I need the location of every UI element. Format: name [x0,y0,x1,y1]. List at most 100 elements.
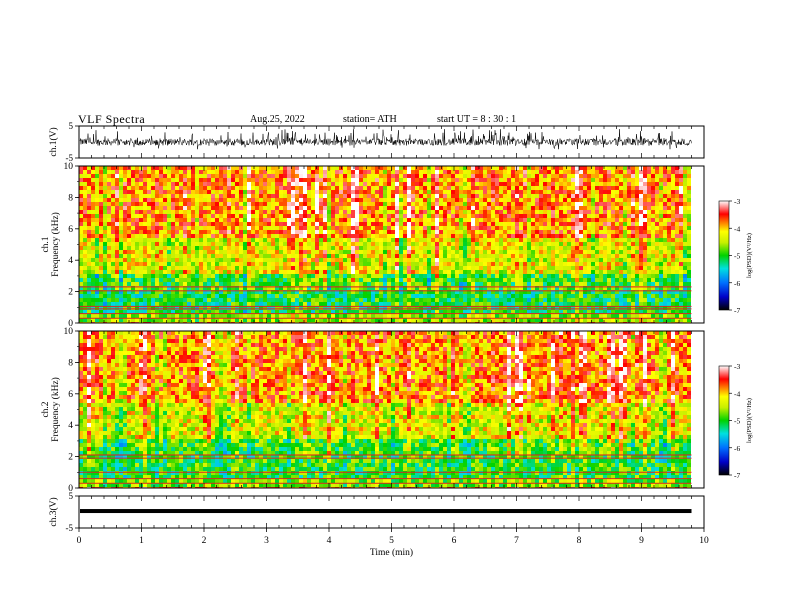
spectrogram-cell [319,242,323,246]
spectrogram-cell [491,178,495,182]
spectrogram-cell [435,206,439,210]
spectrogram-cell [111,238,115,242]
spectrogram-cell [611,198,615,202]
spectrogram-cell [643,190,647,194]
spectrogram-cell [395,282,399,286]
spectrogram-cell [443,166,447,170]
spectrogram-cell [523,270,527,274]
spectrogram-cell [367,246,371,250]
spectrogram-cell [123,194,127,198]
spectrogram-cell [499,254,503,258]
spectrogram-cell [631,214,635,218]
spectrogram-cell [219,258,223,262]
spectrogram-cell [359,282,363,286]
spectrogram-cell [83,250,87,254]
spectrogram-cell [667,270,671,274]
spectrogram-cell [583,266,587,270]
spectrogram-cell [163,222,167,226]
spectrogram-cell [83,166,87,170]
spectrogram-cell [615,206,619,210]
spectrogram-cell [375,230,379,234]
spectrogram-cell [303,258,307,262]
spectrogram-cell [315,182,319,186]
spectrogram-cell [339,186,343,190]
spectrogram-cell [147,214,151,218]
spectrogram-cell [379,226,383,230]
spectrogram-cell [299,282,303,286]
spectrogram-cell [283,286,287,290]
spectrogram-cell [399,174,403,178]
spectrogram-cell [291,278,295,282]
spectrogram-cell [407,242,411,246]
spectrogram-cell [135,226,139,230]
spectrogram-cell [507,182,511,186]
spectrogram-cell [335,194,339,198]
spectrogram-cell [595,246,599,250]
spectrogram-cell [503,222,507,226]
spectrogram-cell [451,226,455,230]
spectrogram-cell [291,274,295,278]
spectrogram-cell [427,170,431,174]
spectrogram-cell [443,182,447,186]
spectrogram-cell [623,234,627,238]
spectrogram-cell [655,238,659,242]
spectrogram-cell [495,238,499,242]
spectrogram-cell [499,234,503,238]
spectrogram-cell [579,246,583,250]
spectrogram-cell [339,166,343,170]
spectrogram-cell [535,222,539,226]
spectrogram-cell [463,286,467,290]
spectrogram-cell [231,178,235,182]
spectrogram-cell [415,222,419,226]
spectrogram-cell [355,226,359,230]
spectrogram-cell [587,226,591,230]
spectrogram-cell [359,286,363,290]
spectrogram-cell [587,254,591,258]
spectrogram-cell [479,250,483,254]
spectrogram-cell [271,230,275,234]
spectrogram-cell [83,206,87,210]
spectrogram-cell [395,182,399,186]
spectrogram-cell [271,190,275,194]
spectrogram-cell [423,194,427,198]
spectrogram-cell [351,214,355,218]
spectrogram-cell [295,262,299,266]
spectrogram-cell [227,174,231,178]
spectrogram-cell [223,178,227,182]
spectrogram-cell [259,234,263,238]
spectrogram-cell [663,218,667,222]
spectrogram-cell [519,218,523,222]
spectrogram-cell [147,198,151,202]
spectrogram-cell [239,234,243,238]
spectrogram-cell [335,222,339,226]
spectrogram-cell [403,170,407,174]
spectrogram-cell [687,262,691,266]
spectrogram-cell [455,290,459,294]
spectrogram-cell [99,266,103,270]
spectrogram-cell [651,218,655,222]
spectrogram-cell [415,282,419,286]
spectrogram-cell [339,246,343,250]
spectrogram-cell [267,238,271,242]
spectrogram-cell [251,218,255,222]
spectrogram-cell [447,214,451,218]
spectrogram-cell [123,254,127,258]
spectrogram-cell [431,190,435,194]
spectrogram-cell [643,178,647,182]
spectrogram-cell [583,170,587,174]
spectrogram-cell [127,230,131,234]
spectrogram-cell [187,270,191,274]
spectrogram-cell [299,182,303,186]
spectrogram-cell [359,166,363,170]
spectrogram-cell [403,226,407,230]
spectrogram-cell [111,250,115,254]
spectrogram-cell [259,218,263,222]
spectrogram-cell [323,198,327,202]
spectrogram-cell [91,210,95,214]
spectrogram-cell [603,254,607,258]
spectrogram-cell [79,270,83,274]
spectrogram-cell [411,238,415,242]
spectrogram-cell [687,238,691,242]
spectrogram-cell [507,266,511,270]
spectrogram-cell [559,234,563,238]
